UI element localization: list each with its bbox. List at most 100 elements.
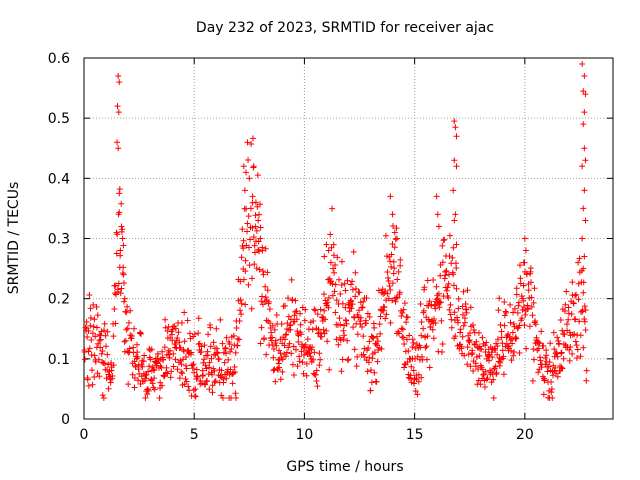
data-point	[432, 320, 439, 327]
data-point	[292, 308, 299, 315]
data-point	[359, 304, 366, 311]
data-point	[514, 309, 521, 316]
data-point	[503, 309, 510, 316]
data-point	[234, 335, 241, 342]
data-point	[206, 359, 213, 366]
data-point	[219, 394, 226, 401]
data-point	[87, 322, 94, 329]
data-point	[442, 272, 449, 279]
data-point	[481, 383, 488, 390]
data-point	[351, 314, 358, 321]
data-point	[579, 235, 586, 242]
data-point	[99, 359, 106, 366]
data-point	[376, 321, 383, 328]
data-point	[520, 304, 527, 311]
data-point	[101, 360, 108, 367]
data-point	[542, 354, 549, 361]
data-point	[248, 275, 255, 282]
data-point	[87, 305, 94, 312]
data-point	[254, 172, 261, 179]
data-point	[255, 238, 262, 245]
data-point	[530, 356, 537, 363]
data-point	[395, 268, 402, 275]
data-point	[494, 351, 501, 358]
data-point	[114, 139, 121, 146]
data-point	[192, 393, 199, 400]
data-point	[580, 279, 587, 286]
data-point	[148, 346, 155, 353]
data-point	[558, 349, 565, 356]
data-point	[128, 332, 135, 339]
data-point	[464, 344, 471, 351]
data-point	[99, 392, 106, 399]
y-tick-label: 0	[61, 412, 70, 428]
data-point	[267, 335, 274, 342]
data-point	[333, 297, 340, 304]
data-point	[170, 350, 177, 357]
data-point	[459, 311, 466, 318]
data-point	[469, 349, 476, 356]
data-point	[507, 347, 514, 354]
data-point	[96, 373, 103, 380]
data-point	[91, 316, 98, 323]
data-point	[393, 235, 400, 242]
data-point	[373, 333, 380, 340]
data-point	[121, 295, 128, 302]
data-point	[167, 347, 174, 354]
data-point	[309, 326, 316, 333]
data-point	[271, 326, 278, 333]
data-point	[423, 343, 430, 350]
data-point	[439, 242, 446, 249]
data-point	[162, 316, 169, 323]
data-point	[483, 376, 490, 383]
data-point	[410, 339, 417, 346]
data-point	[317, 356, 324, 363]
data-point	[202, 380, 209, 387]
data-point	[250, 163, 257, 170]
data-point	[297, 310, 304, 317]
data-point	[382, 232, 389, 239]
data-point	[343, 320, 350, 327]
data-point	[449, 254, 456, 261]
data-point	[231, 369, 238, 376]
data-point	[151, 386, 158, 393]
data-point	[150, 366, 157, 373]
data-point	[300, 370, 307, 377]
data-point	[248, 305, 255, 312]
y-tick-label: 0.1	[48, 352, 70, 368]
data-point	[384, 290, 391, 297]
data-point	[349, 286, 356, 293]
data-point	[240, 276, 247, 283]
data-point	[185, 383, 192, 390]
data-point	[286, 340, 293, 347]
data-point	[210, 339, 217, 346]
data-point	[323, 327, 330, 334]
data-point	[496, 295, 503, 302]
data-point	[403, 319, 410, 326]
data-point	[208, 355, 215, 362]
data-point	[358, 304, 365, 311]
data-point	[328, 278, 335, 285]
data-point	[516, 322, 523, 329]
data-point	[239, 226, 246, 233]
data-point	[450, 187, 457, 194]
data-point	[547, 340, 554, 347]
data-point	[397, 256, 404, 263]
data-point	[157, 379, 164, 386]
data-point	[344, 277, 351, 284]
data-point	[285, 295, 292, 302]
data-point	[575, 280, 582, 287]
data-point	[563, 288, 570, 295]
data-point	[119, 270, 126, 277]
data-point	[165, 351, 172, 358]
data-point	[141, 352, 148, 359]
data-point	[445, 280, 452, 287]
data-point	[285, 344, 292, 351]
data-point	[371, 349, 378, 356]
data-point	[327, 231, 334, 238]
data-point	[352, 293, 359, 300]
data-point	[209, 382, 216, 389]
data-point	[564, 321, 571, 328]
data-point	[83, 318, 90, 325]
data-point	[222, 344, 229, 351]
